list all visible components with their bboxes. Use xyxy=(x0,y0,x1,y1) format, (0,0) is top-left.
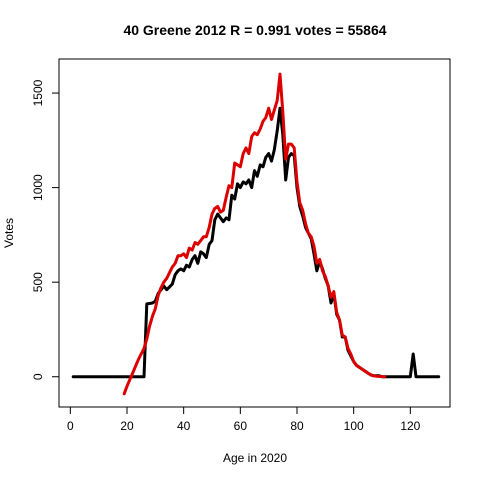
y-tick-label: 1500 xyxy=(31,79,45,106)
chart-title: 40 Greene 2012 R = 0.991 votes = 55864 xyxy=(123,22,386,38)
y-tick-label: 0 xyxy=(31,373,45,380)
x-tick-label: 120 xyxy=(400,419,420,433)
x-axis: 0 20 40 60 80 100 120 xyxy=(67,407,421,433)
series-line-model xyxy=(122,72,387,396)
x-tick-label: 20 xyxy=(120,419,134,433)
x-tick-label: 40 xyxy=(177,419,191,433)
series-layer xyxy=(71,72,441,396)
x-axis-label: Age in 2020 xyxy=(223,451,287,465)
x-tick-label: 100 xyxy=(344,419,364,433)
y-tick-label: 500 xyxy=(31,272,45,292)
y-axis-label: Votes xyxy=(2,218,16,248)
y-tick-label: 1000 xyxy=(31,174,45,201)
y-axis: 0 500 1000 1500 xyxy=(31,79,59,380)
x-tick-label: 80 xyxy=(290,419,304,433)
x-tick-label: 0 xyxy=(67,419,74,433)
plot-frame xyxy=(58,58,451,408)
x-tick-label: 60 xyxy=(234,419,248,433)
